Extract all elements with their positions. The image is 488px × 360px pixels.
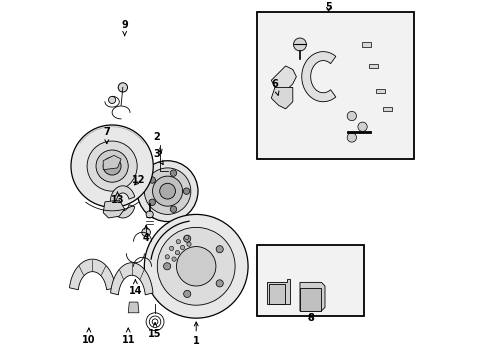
Circle shape: [144, 168, 190, 215]
Circle shape: [71, 125, 153, 207]
Circle shape: [170, 170, 176, 176]
Text: 8: 8: [306, 313, 313, 323]
Circle shape: [176, 247, 216, 286]
Bar: [361, 42, 370, 46]
Text: 14: 14: [128, 280, 142, 296]
Circle shape: [146, 211, 153, 218]
Text: 9: 9: [121, 20, 128, 36]
Text: 4: 4: [142, 225, 149, 243]
Polygon shape: [110, 186, 135, 218]
Circle shape: [160, 183, 175, 199]
Circle shape: [157, 228, 235, 305]
Circle shape: [96, 150, 128, 182]
Bar: [383, 107, 391, 111]
Circle shape: [149, 199, 155, 206]
Text: 13: 13: [110, 192, 124, 205]
Circle shape: [184, 235, 188, 239]
Circle shape: [176, 239, 180, 244]
Circle shape: [183, 235, 190, 242]
Circle shape: [346, 111, 356, 121]
Text: 7: 7: [103, 127, 110, 144]
Circle shape: [108, 96, 116, 104]
Circle shape: [186, 242, 191, 246]
Circle shape: [142, 228, 150, 237]
Text: 1: 1: [192, 322, 199, 346]
Circle shape: [183, 290, 190, 297]
Circle shape: [170, 206, 176, 212]
Circle shape: [180, 245, 184, 249]
Circle shape: [169, 246, 173, 251]
Circle shape: [346, 133, 356, 142]
Circle shape: [144, 215, 247, 318]
Circle shape: [137, 161, 198, 221]
Polygon shape: [103, 156, 121, 170]
Text: 12: 12: [132, 175, 145, 185]
Text: 2: 2: [153, 132, 162, 153]
Polygon shape: [103, 200, 124, 218]
Text: 6: 6: [271, 79, 279, 95]
Bar: [257, 12, 414, 159]
Text: 15: 15: [148, 323, 162, 339]
Text: 11: 11: [121, 328, 135, 345]
Text: 5: 5: [325, 2, 331, 12]
Bar: [375, 89, 384, 93]
Circle shape: [216, 246, 223, 253]
Circle shape: [216, 280, 223, 287]
Circle shape: [149, 177, 155, 183]
Polygon shape: [301, 51, 335, 102]
Polygon shape: [128, 302, 139, 313]
Circle shape: [165, 255, 169, 259]
Polygon shape: [110, 263, 153, 295]
Text: 10: 10: [82, 328, 96, 345]
Circle shape: [118, 83, 127, 92]
Polygon shape: [268, 284, 285, 304]
Bar: [257, 245, 364, 316]
Circle shape: [103, 157, 121, 175]
Polygon shape: [266, 279, 290, 304]
Polygon shape: [299, 288, 321, 311]
Circle shape: [152, 176, 182, 206]
Polygon shape: [299, 282, 325, 311]
Circle shape: [87, 141, 137, 191]
Bar: [368, 64, 377, 68]
Text: 3: 3: [153, 149, 163, 165]
Polygon shape: [271, 87, 292, 109]
Circle shape: [163, 263, 170, 270]
Polygon shape: [69, 259, 115, 290]
Circle shape: [293, 38, 306, 51]
Circle shape: [183, 188, 189, 194]
Polygon shape: [271, 66, 296, 91]
Circle shape: [357, 122, 366, 131]
Circle shape: [175, 251, 179, 255]
Circle shape: [172, 257, 176, 261]
